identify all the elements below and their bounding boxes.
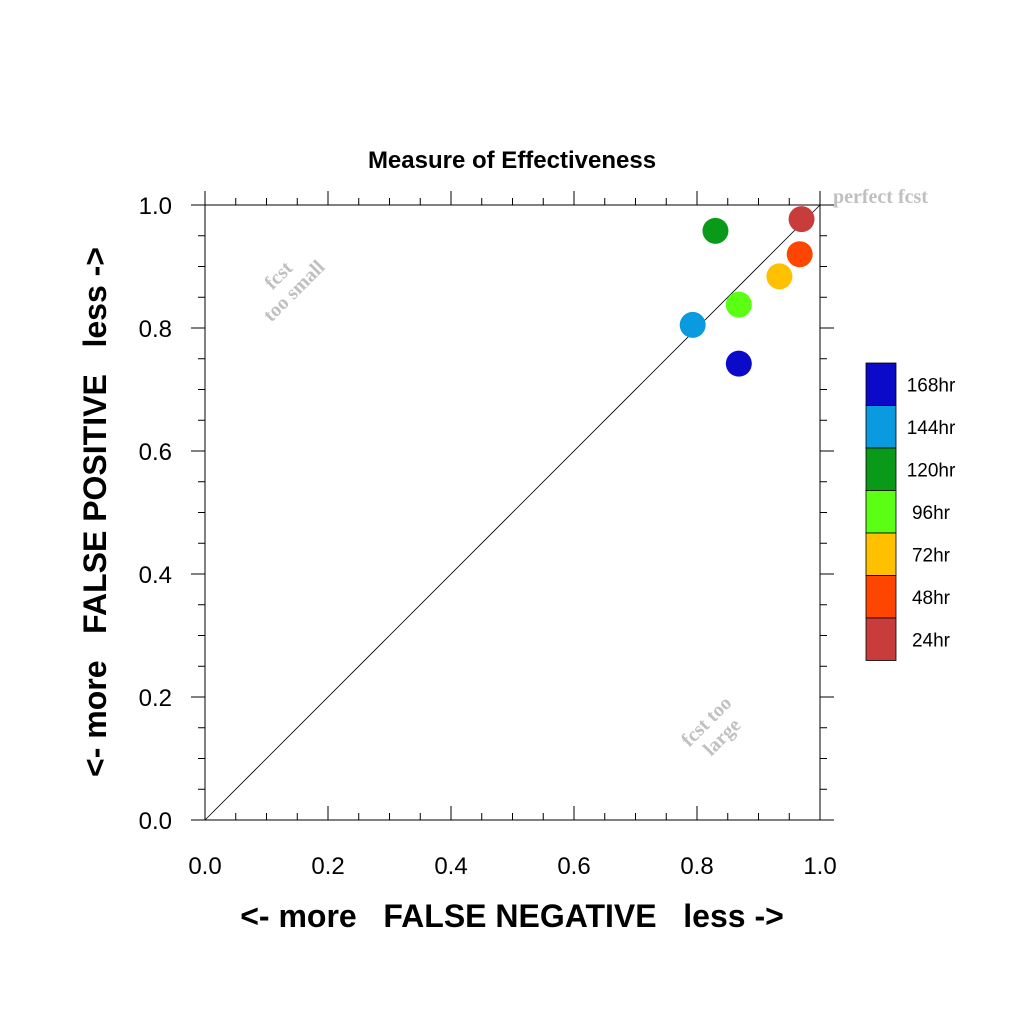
perfect-fcst-annotation: perfect fcst — [833, 186, 928, 208]
y-axis-label: <- more FALSE POSITIVE less -> — [77, 247, 113, 777]
x-tick-label: 1.0 — [803, 853, 836, 880]
point-72hr — [766, 263, 793, 290]
x-tick-label: 0.2 — [311, 853, 344, 880]
axis-ticks — [191, 191, 834, 821]
chart-title: Measure of Effectiveness — [368, 147, 656, 174]
y-tick-label: 0.2 — [139, 685, 172, 712]
legend-label-144hr: 144hr — [907, 418, 956, 439]
legend-swatch-120hr — [865, 447, 897, 491]
x-tick-label: 0.4 — [434, 853, 467, 880]
y-tick-label: 0.0 — [139, 808, 172, 835]
point-144hr — [679, 311, 706, 338]
legend-swatch-96hr — [865, 490, 897, 534]
data-points — [679, 206, 815, 377]
y-tick-label: 1.0 — [139, 193, 172, 220]
legend-label-24hr: 24hr — [912, 630, 951, 651]
legend-swatch-48hr — [865, 575, 897, 619]
x-tick-label: 0.0 — [188, 853, 221, 880]
y-tick-label: 0.8 — [139, 316, 172, 343]
legend-label-168hr: 168hr — [907, 375, 956, 396]
too-small-line2: too small — [259, 256, 329, 326]
y-tick-label: 0.4 — [139, 562, 172, 589]
point-168hr — [725, 350, 752, 377]
legend-label-72hr: 72hr — [912, 545, 951, 566]
legend-label-96hr: 96hr — [912, 503, 951, 524]
x-tick-label: 0.6 — [557, 853, 590, 880]
point-48hr — [786, 241, 813, 268]
too-small-annotation: fcst too small — [259, 256, 329, 326]
legend-swatch-24hr — [865, 617, 897, 661]
legend-label-48hr: 48hr — [912, 588, 951, 609]
x-axis-label: <- more FALSE NEGATIVE less -> — [240, 898, 784, 934]
legend-swatch-168hr — [865, 362, 897, 406]
x-tick-label: 0.8 — [680, 853, 713, 880]
legend: 168hr 144hr 120hr 96hr 72hr 48hr 24hr — [865, 362, 956, 661]
point-96hr — [725, 291, 752, 318]
point-24hr — [788, 206, 815, 233]
axis-tick-labels: 0.0 0.2 0.4 0.6 0.8 1.0 0.0 0.2 0.4 0.6 0.8 1.0 — [139, 193, 837, 880]
too-large-annotation: fcst too large — [677, 692, 745, 760]
point-120hr — [702, 217, 729, 244]
legend-label-120hr: 120hr — [907, 460, 956, 481]
y-tick-label: 0.6 — [139, 439, 172, 466]
legend-swatch-72hr — [865, 532, 897, 576]
legend-swatch-144hr — [865, 405, 897, 449]
perfect-forecast-diagonal — [204, 204, 821, 821]
